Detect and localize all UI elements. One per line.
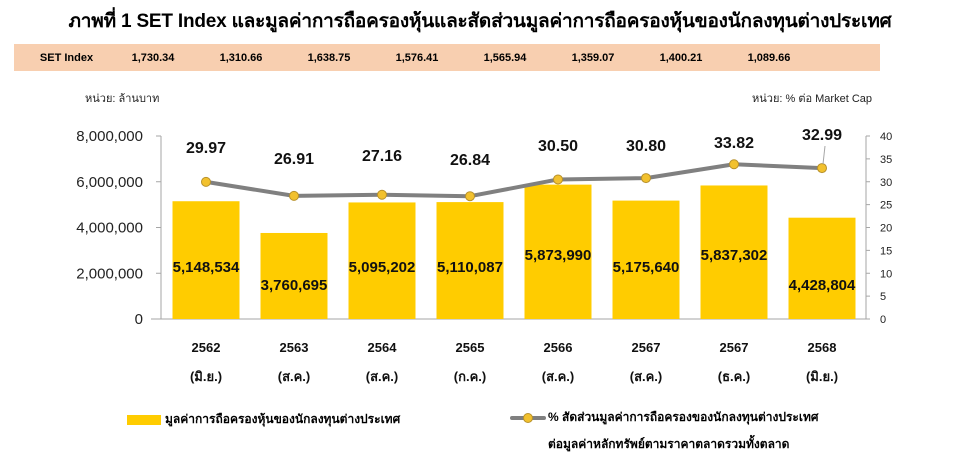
bar	[524, 184, 592, 319]
left-axis-unit: หน่วย: ล้านบาท	[85, 93, 160, 105]
x-axis-year-label: 2567	[720, 340, 749, 355]
bar-value-label: 5,837,302	[701, 247, 768, 264]
right-axis-tick-label: 5	[880, 291, 886, 303]
right-axis-unit: หน่วย: % ต่อ Market Cap	[752, 93, 873, 105]
bar-value-label: 5,095,202	[349, 259, 416, 276]
line-value-label: 33.82	[714, 135, 754, 152]
line-value-label: 27.16	[362, 148, 402, 165]
bar-value-label: 5,175,640	[613, 259, 680, 276]
bar	[348, 202, 416, 319]
line-marker	[729, 159, 739, 170]
legend-bar-series: มูลค่าการถือครองหุ้นของนักลงทุนต่างประเท…	[127, 410, 400, 429]
line-value-label: 29.97	[186, 140, 226, 157]
line-marker	[377, 189, 387, 200]
x-axis-year-label: 2563	[280, 340, 309, 355]
line-value-label: 26.84	[450, 152, 490, 169]
bar	[700, 185, 768, 319]
bar-value-label: 5,148,534	[173, 259, 240, 276]
set-index-value: 1,359.07	[571, 51, 615, 64]
bar	[788, 217, 856, 319]
x-axis-year-label: 2568	[808, 340, 837, 355]
bar	[436, 202, 504, 319]
set-index-value: 1,638.75	[307, 51, 351, 64]
x-axis-month-label: (ส.ค.)	[542, 369, 575, 384]
bar-value-label: 4,428,804	[789, 277, 856, 294]
line-value-label: 30.50	[538, 138, 578, 155]
left-axis-tick-label: 8,000,000	[76, 128, 143, 145]
set-index-row: SET Index 1,730.34 1,310.66 1,638.75 1,5…	[14, 44, 880, 71]
line-marker	[201, 176, 211, 187]
legend-line-label-continued: ต่อมูลค่าหลักทรัพย์ตามราคาตลาดรวมทั้งตลา…	[548, 437, 790, 451]
x-axis-month-label: (ธ.ค.)	[718, 369, 751, 384]
x-axis-year-label: 2567	[632, 340, 661, 355]
right-axis-tick-label: 25	[880, 200, 892, 212]
left-axis-tick-label: 0	[135, 311, 143, 328]
left-axis-tick-label: 4,000,000	[76, 220, 143, 237]
set-index-value: 1,576.41	[395, 51, 439, 64]
set-index-value: 1,310.66	[219, 51, 263, 64]
chart-title: ภาพที่ 1 SET Index และมูลค่าการถือครองหุ…	[68, 11, 892, 32]
x-axis-year-label: 2564	[368, 340, 398, 355]
x-axis-month-label: (ก.ค.)	[454, 369, 486, 384]
bar-value-label: 5,110,087	[437, 259, 503, 276]
x-axis-month-label: (ส.ค.)	[366, 369, 399, 384]
bar-series: 5,148,534 3,760,695 5,095,202 5,110,087 5,87…	[172, 184, 856, 319]
bar	[260, 232, 328, 319]
left-axis-tick-label: 6,000,000	[76, 174, 143, 191]
legend-line-series: % สัดส่วนมูลค่าการถือครองของนักลงทุนต่าง…	[510, 408, 818, 454]
x-axis-month-label: (มิ.ย.)	[806, 369, 838, 384]
set-index-value: 1,730.34	[131, 51, 175, 64]
set-index-value: 1,565.94	[483, 51, 527, 64]
legend-bar-swatch	[127, 414, 161, 425]
bar-value-label: 5,873,990	[525, 247, 592, 264]
right-axis-tick-label: 20	[880, 223, 892, 235]
right-axis-tick-label: 35	[880, 154, 892, 166]
legend-line-label: % สัดส่วนมูลค่าการถือครองของนักลงทุนต่าง…	[548, 410, 819, 424]
line-marker	[817, 163, 827, 174]
line-marker	[465, 191, 475, 202]
set-index-value: 1,400.21	[659, 51, 703, 64]
line-series: 29.97 26.91 27.16 26.84 30.50 30.80 33.82 32.99	[186, 127, 842, 202]
bar-value-label: 3,760,695	[261, 277, 328, 294]
right-axis-tick-label: 40	[880, 131, 892, 143]
line-marker	[289, 190, 299, 201]
x-axis-labels: 2562 (มิ.ย.) 2563 (ส.ค.) 2564 (ส.ค.) 2565 (ก.ค.…	[190, 340, 838, 384]
x-axis-year-label: 2565	[456, 340, 485, 355]
line-value-label: 32.99	[802, 127, 842, 144]
right-axis-tick-label: 15	[880, 245, 892, 257]
x-axis-year-label: 2562	[192, 340, 221, 355]
legend-bar-label: มูลค่าการถือครองหุ้นของนักลงทุนต่างประเท…	[165, 412, 401, 426]
set-index-label: SET Index	[39, 51, 94, 64]
left-axis-tick-label: 2,000,000	[76, 265, 143, 282]
bar	[612, 200, 680, 319]
set-index-value: 1,089.66	[747, 51, 791, 64]
x-axis-year-label: 2566	[544, 340, 573, 355]
x-axis-month-label: (ส.ค.)	[278, 369, 311, 384]
right-axis-tick-label: 10	[880, 268, 892, 280]
line-marker	[553, 174, 563, 185]
line-marker	[641, 173, 651, 184]
legend-line-marker-icon	[510, 412, 546, 423]
right-axis-tick-label: 30	[880, 177, 892, 189]
line-path	[205, 162, 823, 199]
label-leader-line	[822, 145, 826, 165]
x-axis-month-label: (มิ.ย.)	[190, 369, 222, 384]
x-axis-month-label: (ส.ค.)	[630, 369, 663, 384]
line-value-label: 30.80	[626, 138, 666, 155]
right-axis-tick-label: 0	[880, 314, 886, 326]
line-value-label: 26.91	[274, 151, 314, 168]
chart-axes: 0 2,000,000 4,000,000 6,000,000 8,000,000 0 5 1…	[76, 128, 892, 328]
bar	[172, 201, 240, 319]
